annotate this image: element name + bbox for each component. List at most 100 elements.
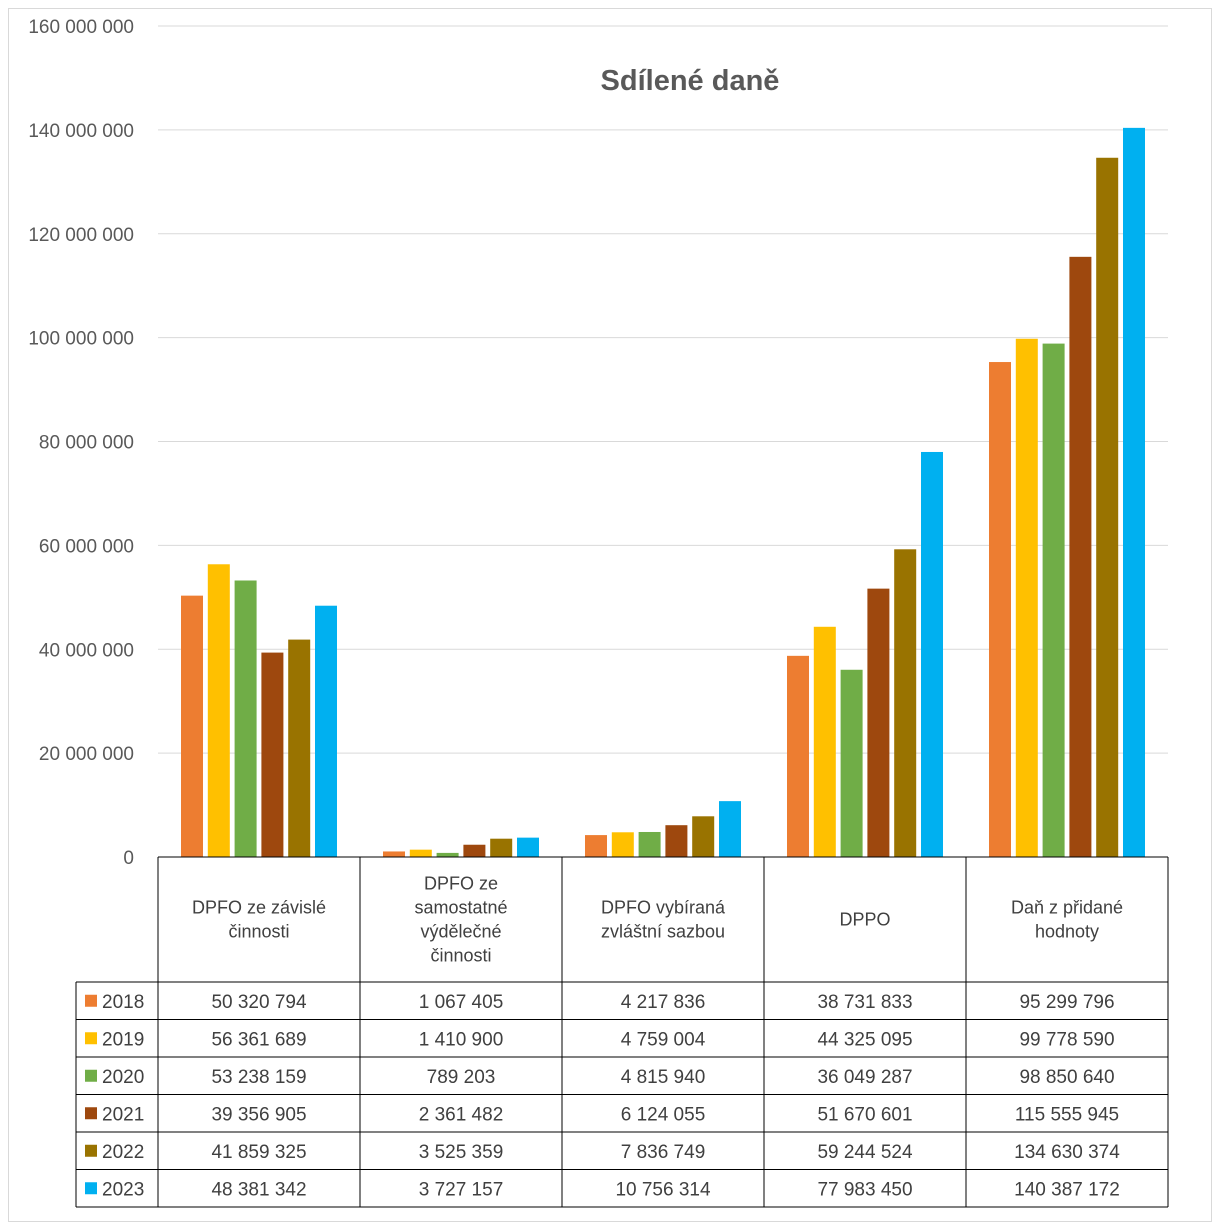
- bar-2021-1: [261, 652, 284, 857]
- data-table-cell: 41 859 325: [211, 1142, 306, 1163]
- y-tick-label: 120 000 000: [28, 225, 134, 246]
- data-table-cell: 39 356 905: [211, 1104, 306, 1125]
- bar-2018-5: [989, 362, 1011, 857]
- legend-key-2022: [85, 1144, 97, 1157]
- category-label-line: hodnoty: [1035, 922, 1099, 942]
- bar-2022-2: [490, 838, 513, 857]
- data-table-cell: 7 836 749: [621, 1142, 706, 1163]
- data-table-cell: 95 299 796: [1019, 992, 1114, 1013]
- category-label-line: DPFO vybíraná: [601, 898, 726, 918]
- data-table-cell: 53 238 159: [211, 1067, 306, 1088]
- data-table-cell: 3 525 359: [419, 1142, 504, 1163]
- legend-key-2019: [85, 1032, 97, 1045]
- data-table-cell: 2 361 482: [419, 1104, 504, 1125]
- bar-2021-4: [867, 588, 890, 857]
- data-table-cell: 134 630 374: [1014, 1142, 1120, 1163]
- data-table-cell: 44 325 095: [817, 1029, 912, 1050]
- data-table-cell: 99 778 590: [1019, 1029, 1114, 1050]
- category-label-line: výdělečné: [420, 922, 501, 942]
- bar-2019-5: [1015, 338, 1038, 858]
- legend-key-2023: [85, 1182, 97, 1195]
- data-table-cell: 4 815 940: [621, 1067, 706, 1088]
- data-table-cell: 4 217 836: [621, 992, 706, 1013]
- legend-key-2018: [85, 994, 97, 1007]
- chart-title: Sdílené daně: [601, 65, 780, 97]
- category-label: DPFO ze samostatné výdělečné činnosti: [414, 874, 507, 966]
- bar-2019-3: [611, 832, 634, 857]
- category-label-line: zvláštní sazbou: [601, 922, 725, 942]
- legend-key-2021: [85, 1107, 97, 1120]
- data-table-cell: 48 381 342: [211, 1179, 306, 1200]
- y-tick-label: 140 000 000: [28, 121, 134, 142]
- bar-2023-2: [517, 837, 539, 857]
- category-label-line: samostatné: [414, 898, 507, 918]
- bar-2018-1: [181, 595, 203, 857]
- legend-label: 2023: [102, 1179, 144, 1200]
- y-tick-label: 20 000 000: [39, 744, 134, 765]
- bar-2020-1: [234, 580, 257, 857]
- category-label: DPFO vybíraná zvláštní sazbou: [601, 898, 726, 942]
- data-table-cell: 1 410 900: [419, 1029, 504, 1050]
- y-tick-label: 60 000 000: [39, 536, 134, 557]
- data-table-cell: 140 387 172: [1014, 1179, 1120, 1200]
- y-tick-label: 160 000 000: [28, 17, 134, 38]
- bar-2020-4: [840, 669, 863, 857]
- data-table-cell: 98 850 640: [1019, 1067, 1114, 1088]
- category-label-line: Daň z přidané: [1011, 898, 1123, 918]
- legend-label: 2022: [102, 1142, 144, 1163]
- category-label: DPFO ze závislé činnosti: [192, 898, 326, 942]
- data-table-cell: 38 731 833: [817, 992, 912, 1013]
- category-label: Daň z přidané hodnoty: [1011, 898, 1123, 942]
- bar-2019-2: [409, 849, 432, 857]
- legend-label: 2018: [102, 992, 144, 1013]
- y-tick-label: 80 000 000: [39, 433, 134, 454]
- bar-2019-4: [813, 626, 836, 857]
- data-table-cell: 59 244 524: [817, 1142, 913, 1163]
- bar-2018-3: [585, 835, 607, 857]
- bar-2021-3: [665, 825, 688, 857]
- bar-2022-3: [692, 816, 715, 857]
- data-table-cell: 77 983 450: [817, 1179, 912, 1200]
- data-table-cell: 1 067 405: [419, 992, 504, 1013]
- bar-2023-4: [921, 451, 943, 857]
- bar-2018-2: [383, 851, 405, 857]
- bar-2022-5: [1096, 157, 1119, 857]
- bar-2018-4: [787, 655, 809, 857]
- legend-label: 2021: [102, 1104, 144, 1125]
- data-table-cell: 4 759 004: [621, 1029, 706, 1050]
- category-label-line: činnosti: [228, 922, 289, 942]
- bar-2020-2: [436, 852, 459, 857]
- bar-2023-1: [315, 605, 337, 857]
- data-table-cell: 56 361 689: [211, 1029, 306, 1050]
- bar-2021-2: [463, 844, 486, 857]
- bar-2020-5: [1042, 343, 1065, 857]
- data-table-cell: 50 320 794: [211, 992, 307, 1013]
- data-table-cell: 51 670 601: [817, 1104, 912, 1125]
- legend-key-2020: [85, 1069, 97, 1082]
- bar-2020-3: [638, 831, 661, 857]
- chart-area-border: [8, 8, 1212, 1222]
- data-table-cell: 115 555 945: [1015, 1104, 1119, 1125]
- bar-2022-4: [894, 549, 917, 857]
- category-label-line: DPFO ze závislé: [192, 898, 326, 918]
- legend-label: 2020: [102, 1067, 144, 1088]
- data-table-cell: 789 203: [427, 1067, 496, 1088]
- category-label-line: činnosti: [430, 946, 491, 966]
- category-label-line: DPFO ze: [424, 874, 498, 894]
- y-tick-label: 0: [123, 848, 134, 869]
- legend-label: 2019: [102, 1029, 144, 1050]
- bar-2019-1: [207, 564, 230, 857]
- bar-2022-1: [288, 639, 311, 857]
- data-table-cell: 10 756 314: [615, 1179, 711, 1200]
- category-label: DPPO: [839, 910, 890, 930]
- bar-2021-5: [1069, 256, 1092, 857]
- category-label-line: DPPO: [839, 910, 890, 930]
- data-table-cell: 3 727 157: [419, 1179, 504, 1200]
- data-table-cell: 36 049 287: [817, 1067, 912, 1088]
- data-table-cell: 6 124 055: [621, 1104, 706, 1125]
- bar-2023-3: [719, 801, 741, 857]
- y-tick-label: 40 000 000: [39, 640, 134, 661]
- y-tick-label: 100 000 000: [28, 329, 134, 350]
